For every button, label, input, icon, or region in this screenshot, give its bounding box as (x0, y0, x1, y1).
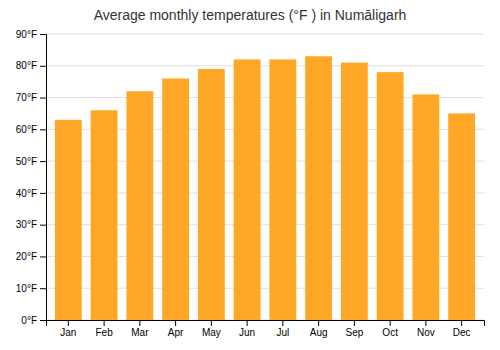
x-tick-label: Aug (310, 327, 328, 338)
y-tick-mark (40, 193, 46, 194)
y-tick: 10°F (16, 283, 46, 294)
bar (126, 91, 153, 320)
x-tick-label: Mar (131, 327, 149, 338)
x-axis: Jan Feb Mar Apr May Jun Jul Aug Sep Oct Nov Dec (47, 320, 485, 338)
x-tick-mark (354, 320, 355, 326)
x-tick-label: Feb (95, 327, 113, 338)
x-tick-label: Jan (60, 327, 76, 338)
y-tick-label: 80°F (16, 60, 37, 71)
x-tick-mark (104, 320, 105, 326)
x-tick-mark (318, 320, 319, 326)
x-tick: Aug (310, 320, 328, 338)
x-tick-mark (175, 320, 176, 326)
x-tick: Jan (60, 320, 76, 338)
x-tick-label: Oct (382, 327, 398, 338)
bar (162, 78, 189, 320)
y-tick: 20°F (16, 251, 46, 262)
y-tick-label: 30°F (16, 219, 37, 230)
y-tick-mark (40, 320, 46, 321)
y-tick: 70°F (16, 92, 46, 103)
y-tick-mark (40, 256, 46, 257)
x-tick-label: May (202, 327, 221, 338)
x-tick: Apr (168, 320, 184, 338)
x-tick-mark (461, 320, 462, 326)
bar (91, 110, 118, 320)
x-tick: Mar (131, 320, 149, 338)
x-tick: Oct (382, 320, 398, 338)
x-tick: May (202, 320, 221, 338)
y-tick: 50°F (16, 156, 46, 167)
y-axis-line (40, 35, 47, 321)
y-tick: 0°F (21, 315, 46, 326)
x-tick: Dec (453, 320, 471, 338)
y-tick: 30°F (16, 219, 46, 230)
bar (234, 59, 261, 320)
title: Average monthly temperatures (°F ) in Nu… (94, 7, 407, 23)
x-tick: Sep (345, 320, 363, 338)
y-tick-mark (40, 161, 46, 162)
y-tick-label: 60°F (16, 124, 37, 135)
y-tick: 90°F (16, 29, 46, 40)
y-tick-label: 40°F (16, 188, 37, 199)
bar (341, 63, 368, 320)
x-axis-line (47, 321, 485, 327)
y-axis: 0°F 10°F 20°F 30°F 40°F 50°F 60°F 70°F 80°F 90°F (16, 29, 47, 326)
bar (55, 120, 82, 320)
x-tick: Jun (239, 320, 255, 338)
bar (198, 69, 225, 320)
x-tick-mark (247, 320, 248, 326)
x-tick: Jul (276, 320, 289, 338)
x-tick: Nov (417, 320, 435, 338)
plot-area: 0°F 10°F 20°F 30°F 40°F 50°F 60°F 70°F 80°F 90°F J… (16, 29, 485, 338)
bar (448, 113, 475, 320)
x-tick-label: Jun (239, 327, 255, 338)
bar (377, 72, 404, 320)
y-tick: 60°F (16, 124, 46, 135)
x-tick-label: Sep (345, 327, 363, 338)
grid-line (46, 34, 484, 35)
y-tick-label: 90°F (16, 29, 37, 40)
y-tick-label: 50°F (16, 156, 37, 167)
x-tick-label: Jul (276, 327, 289, 338)
bar (269, 59, 296, 320)
y-tick-label: 20°F (16, 251, 37, 262)
bars (55, 56, 475, 320)
grid (46, 34, 484, 320)
x-tick-label: Dec (453, 327, 471, 338)
x-tick-mark (211, 320, 212, 326)
x-tick-mark (282, 320, 283, 326)
grid-line (46, 65, 484, 66)
y-tick-mark (40, 288, 46, 289)
x-tick-mark (390, 320, 391, 326)
y-tick-label: 0°F (21, 315, 37, 326)
y-tick-mark (40, 225, 46, 226)
y-tick: 40°F (16, 188, 46, 199)
x-tick-label: Apr (168, 327, 184, 338)
y-tick: 80°F (16, 60, 46, 71)
bar (305, 56, 332, 320)
y-tick-mark (40, 98, 46, 99)
x-tick-label: Nov (417, 327, 435, 338)
x-tick-mark (68, 320, 69, 326)
y-tick-mark (40, 129, 46, 130)
x-tick-mark (425, 320, 426, 326)
x-tick: Feb (95, 320, 113, 338)
bar (412, 94, 439, 320)
chart: 0°F 10°F 20°F 30°F 40°F 50°F 60°F 70°F 80°F 90°F J… (0, 0, 500, 350)
x-tick-mark (139, 320, 140, 326)
y-tick-mark (40, 66, 46, 67)
y-tick-label: 70°F (16, 92, 37, 103)
y-tick-label: 10°F (16, 283, 37, 294)
y-tick-mark (40, 34, 46, 35)
